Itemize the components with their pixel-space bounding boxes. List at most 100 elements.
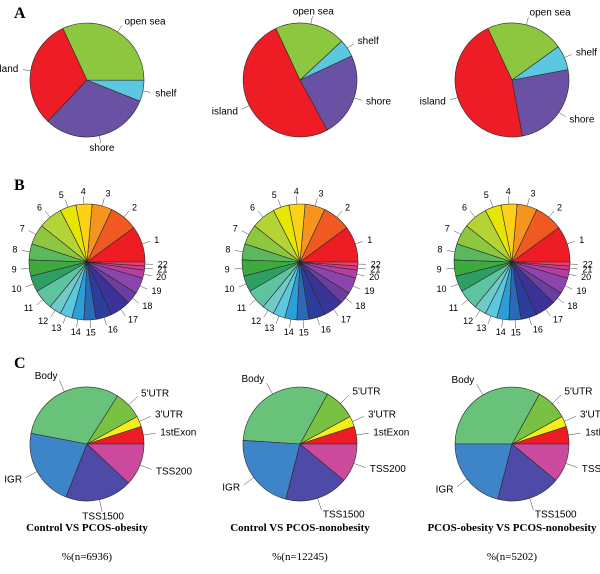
slice-label-a-2-island: island [212, 106, 238, 117]
pie-slice-a-3-open-sea [487, 22, 559, 81]
slice-label-b-1-1: 1 [154, 235, 159, 245]
pie-slice-c-1-tss200 [86, 443, 145, 484]
leader-line-b-2-21 [357, 267, 366, 270]
pie-slice-a-3-shore [511, 69, 570, 137]
slice-label-b-2-13: 13 [264, 323, 274, 333]
slice-label-b-1-18: 18 [142, 301, 152, 311]
leader-line-c-3-body [476, 384, 484, 396]
panel-letter-c: C [14, 355, 26, 372]
slice-label-a-2-shelf: shelf [358, 36, 379, 47]
slice-label-c-3-body: Body [451, 375, 474, 386]
slice-label-c-2-igr: IGR [222, 483, 240, 494]
leader-line-b-1-14 [76, 319, 79, 328]
slice-label-b-1-10: 10 [11, 284, 21, 294]
leader-line-a-2-open-sea [310, 16, 313, 25]
slice-label-b-3-1: 1 [579, 235, 584, 245]
leader-line-b-2-9 [234, 267, 243, 270]
slice-label-b-2-17: 17 [341, 315, 351, 325]
slice-label-b-2-15: 15 [299, 328, 309, 338]
slice-label-a-3-island: island [420, 96, 446, 107]
leader-line-a-3-open-sea [526, 17, 529, 25]
slice-label-a-3-shelf: shelf [576, 48, 597, 59]
leader-line-b-2-7 [241, 230, 250, 235]
leader-line-b-3-6 [469, 210, 476, 218]
slice-label-c-2-5-utr: 5'UTR [352, 387, 380, 398]
leader-line-c-2-igr [243, 477, 255, 486]
slice-label-c-3-tss1500: TSS1500 [535, 509, 577, 520]
slice-label-b-3-2: 2 [557, 202, 562, 212]
leader-line-b-3-12 [475, 310, 481, 318]
leader-line-b-3-21 [569, 267, 578, 270]
panel-letter-a: A [14, 5, 26, 22]
pie-slice-c-1-tss1500 [65, 443, 129, 502]
leader-line-b-1-9 [21, 267, 30, 270]
slice-label-b-3-10: 10 [436, 284, 446, 294]
leader-line-c-3-igr [456, 478, 468, 487]
slice-label-c-3-3-utr: 3'UTR [580, 410, 600, 421]
slice-label-a-2-open-sea: open sea [293, 7, 335, 18]
slice-label-c-1-1stexon: 1stExon [160, 427, 196, 438]
slice-label-c-2-3-utr: 3'UTR [368, 410, 396, 421]
slice-label-c-2-tss1500: TSS1500 [323, 509, 365, 520]
slice-label-c-1-3-utr: 3'UTR [155, 410, 183, 421]
slice-label-b-2-21: 21 [370, 264, 380, 274]
leader-line-c-2-5-utr [340, 394, 350, 404]
pie-slice-c-3-body [454, 386, 540, 445]
slice-label-b-3-16: 16 [533, 325, 543, 335]
slice-label-c-3-igr: IGR [436, 484, 454, 495]
leader-line-b-1-10 [25, 283, 34, 288]
leader-line-b-3-13 [487, 315, 492, 324]
leader-line-b-2-19 [352, 285, 361, 290]
leader-line-c-2-tss200 [353, 463, 366, 468]
slice-label-c-1-tss1500: TSS1500 [82, 511, 124, 522]
leader-line-b-3-7 [453, 230, 462, 235]
slice-label-b-2-7: 7 [233, 223, 238, 233]
leader-line-b-1-8 [21, 250, 30, 253]
leader-line-b-1-13 [62, 315, 67, 324]
leader-line-a-1-open-sea [117, 25, 123, 33]
slice-label-b-3-3: 3 [531, 189, 536, 199]
leader-line-b-2-17 [333, 309, 339, 317]
leader-line-b-3-14 [501, 319, 504, 328]
leader-line-b-1-19 [139, 285, 148, 290]
leader-line-a-2-island [241, 105, 250, 110]
slice-label-c-1-igr: IGR [4, 475, 22, 486]
slice-label-b-2-6: 6 [250, 202, 255, 212]
slice-label-b-2-5: 5 [272, 190, 277, 200]
leader-line-c-3-5-utr [552, 394, 562, 404]
leader-line-b-2-14 [289, 319, 292, 328]
slice-label-a-1-island: island [0, 64, 18, 75]
slice-label-c-3-tss200: TSS200 [582, 464, 600, 475]
pie-slice-c-1-igr [29, 432, 88, 498]
leader-line-b-2-6 [257, 210, 264, 218]
slice-label-b-1-13: 13 [51, 323, 61, 333]
slice-label-b-2-4: 4 [294, 186, 299, 196]
slice-label-b-1-11: 11 [24, 303, 33, 313]
leader-line-b-1-5 [65, 199, 69, 208]
leader-line-b-1-12 [50, 310, 56, 318]
leader-line-b-2-1 [355, 241, 363, 245]
slice-label-b-2-22: 22 [371, 260, 381, 270]
slice-label-b-2-19: 19 [365, 286, 375, 296]
slice-label-b-3-12: 12 [463, 316, 473, 326]
leader-line-b-3-3 [526, 198, 530, 207]
slice-label-b-2-11: 11 [237, 303, 246, 313]
leader-line-c-1-igr [25, 471, 38, 478]
leader-line-a-1-shore [98, 135, 102, 144]
leader-line-c-3-1stexon [568, 432, 581, 436]
leader-line-b-2-5 [278, 199, 282, 208]
leader-line-a-2-shelf [347, 43, 355, 49]
pie-slice-c-3-tss1500 [497, 443, 557, 502]
leader-line-a-3-shelf [564, 54, 572, 58]
leader-line-c-2-3-utr [352, 416, 364, 422]
leader-line-b-3-8 [446, 250, 455, 253]
slice-label-b-2-16: 16 [321, 325, 331, 335]
comparison-title-3: PCOS-obesity VS PCOS-nonobesity [427, 522, 597, 534]
leader-line-b-3-10 [450, 283, 459, 288]
leader-line-b-3-9 [446, 267, 455, 270]
leader-line-b-2-11 [249, 299, 257, 306]
slice-label-b-1-7: 7 [20, 223, 25, 233]
slice-label-c-2-body: Body [242, 374, 265, 385]
leader-line-b-1-18 [132, 297, 139, 304]
